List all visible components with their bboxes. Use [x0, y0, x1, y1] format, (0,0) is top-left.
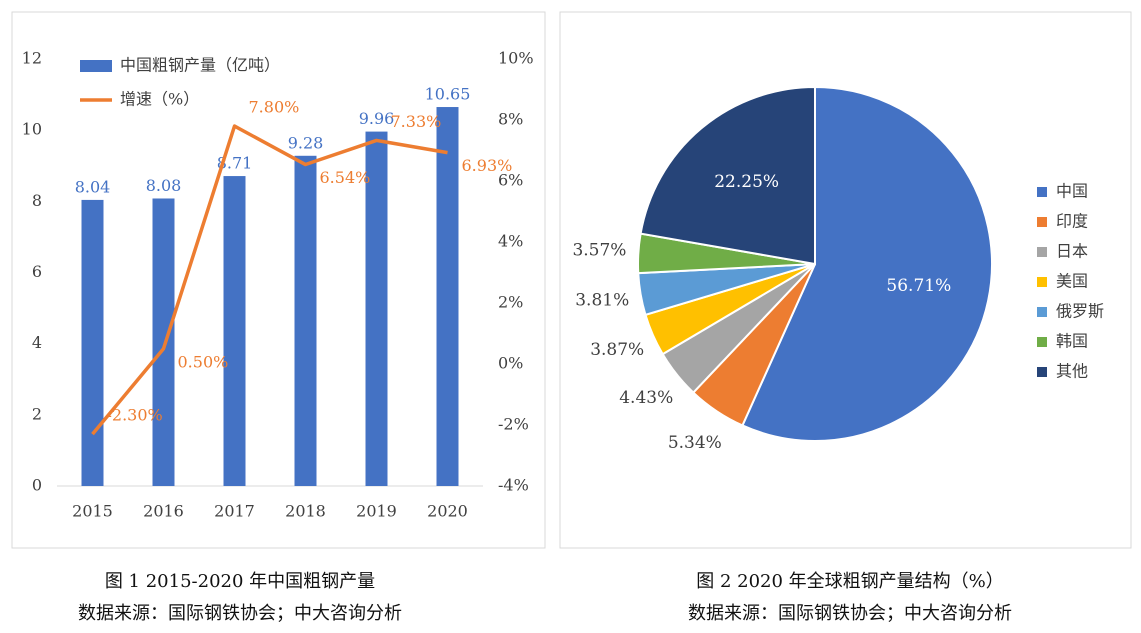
y-tick-label: 2: [32, 404, 42, 423]
bar: [294, 155, 317, 486]
y2-tick-label: 2%: [498, 293, 523, 312]
legend-label: 其他: [1056, 362, 1088, 381]
line-label: -2.30%: [107, 406, 163, 425]
y-tick-label: 6: [32, 262, 42, 281]
chart-frame: [11, 11, 546, 549]
legend-swatch: [1037, 367, 1047, 377]
bar: [152, 198, 175, 486]
line-label: 7.33%: [391, 112, 442, 131]
line-label: 6.54%: [320, 168, 371, 187]
x-tick-label: 2017: [214, 502, 255, 521]
y2-tick-label: 8%: [498, 110, 523, 129]
bar-label: 9.96: [359, 109, 395, 128]
y2-tick-label: 10%: [498, 49, 534, 68]
legend-swatch: [1037, 247, 1047, 257]
bar: [365, 131, 388, 486]
chart-frame: [559, 11, 1132, 549]
source: 数据来源：国际钢铁协会；中大咨询分析: [688, 603, 1012, 624]
pie-slice: [639, 85, 816, 266]
legend-label: 印度: [1056, 212, 1088, 231]
legend-label: 中国: [1056, 182, 1088, 201]
bar-label: 9.28: [288, 133, 324, 152]
bar: [223, 176, 246, 487]
y-tick-label: 4: [32, 333, 42, 352]
bar-label: 8.04: [75, 177, 111, 196]
legend-label: 中国粗钢产量（亿吨）: [120, 56, 280, 75]
slice-label: 3.57%: [572, 240, 626, 260]
bar-label: 10.65: [425, 85, 471, 104]
pie-slice: [741, 85, 993, 442]
slice-label: 22.25%: [714, 172, 779, 192]
bar: [436, 107, 459, 486]
legend-label: 韩国: [1056, 332, 1088, 351]
line-label: 6.93%: [462, 156, 513, 175]
y2-tick-label: -2%: [498, 415, 529, 434]
line-label: 0.50%: [178, 352, 229, 371]
x-tick-label: 2019: [356, 502, 397, 521]
y2-tick-label: 4%: [498, 232, 523, 251]
legend-label: 俄罗斯: [1056, 302, 1104, 321]
y-tick-label: 12: [22, 49, 42, 68]
source: 数据来源：国际钢铁协会；中大咨询分析: [78, 603, 402, 624]
y-tick-label: 0: [32, 476, 42, 495]
legend-swatch: [1037, 277, 1047, 287]
slice-label: 3.81%: [575, 290, 629, 310]
slice-label: 56.71%: [886, 276, 951, 296]
line-label: 7.80%: [249, 98, 300, 117]
legend-swatch: [1037, 307, 1047, 317]
slice-label: 4.43%: [619, 388, 673, 408]
legend-swatch: [1037, 187, 1047, 197]
y2-tick-label: 6%: [498, 171, 523, 190]
legend-label: 日本: [1056, 242, 1088, 261]
legend-swatch: [1037, 217, 1047, 227]
y2-tick-label: -4%: [498, 476, 529, 495]
legend-label: 增速（%）: [120, 90, 199, 109]
caption: 图 1 2015-2020 年中国粗钢产量: [105, 571, 375, 592]
caption: 图 2 2020 年全球粗钢产量结构（%）: [696, 571, 1004, 592]
x-tick-label: 2018: [285, 502, 326, 521]
y2-tick-label: 0%: [498, 354, 523, 373]
legend-label: 美国: [1056, 272, 1088, 291]
slice-label: 5.34%: [668, 433, 722, 453]
slice-label: 3.87%: [590, 340, 644, 360]
legend-swatch: [1037, 337, 1047, 347]
x-tick-label: 2020: [427, 502, 468, 521]
bar: [81, 199, 104, 486]
line: [91, 124, 448, 436]
bar-label: 8.08: [146, 176, 182, 195]
y-tick-label: 8: [32, 191, 42, 210]
x-tick-label: 2016: [143, 502, 184, 521]
legend-swatch: [80, 60, 112, 72]
x-tick-label: 2015: [72, 502, 113, 521]
y-tick-label: 10: [22, 120, 42, 139]
